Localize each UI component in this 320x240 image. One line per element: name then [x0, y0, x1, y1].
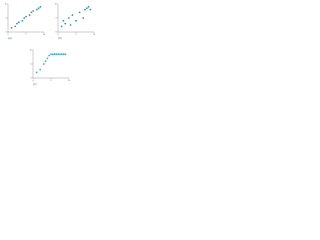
- y-tick-label: 0: [56, 32, 58, 34]
- point: [87, 5, 90, 8]
- y-tick-label: 5: [56, 18, 58, 20]
- y-tick-label: 5: [31, 64, 33, 66]
- point: [60, 53, 63, 56]
- point: [21, 19, 24, 22]
- point: [85, 7, 88, 10]
- y-tick-label: 0: [6, 32, 8, 34]
- x-tick-label: 10: [43, 34, 46, 36]
- point: [39, 5, 42, 8]
- point: [17, 21, 20, 24]
- point: [62, 53, 65, 56]
- point: [35, 8, 38, 11]
- y-tick-label: 0: [31, 78, 33, 80]
- point: [75, 19, 77, 22]
- point: [53, 53, 56, 56]
- y-tick-label: 10: [30, 50, 33, 52]
- point: [23, 17, 26, 19]
- point: [67, 17, 70, 19]
- point: [71, 14, 74, 17]
- x-tick-label: 5: [75, 34, 77, 36]
- x-tick-label: 0: [32, 80, 34, 82]
- point: [69, 24, 72, 26]
- point: [32, 10, 35, 12]
- point: [37, 7, 40, 10]
- point: [30, 11, 33, 14]
- point: [10, 26, 13, 29]
- caption: (c): [33, 82, 37, 86]
- point: [62, 19, 65, 22]
- x-tick-label: 5: [50, 80, 52, 82]
- point: [57, 53, 60, 56]
- point: [84, 8, 86, 11]
- y-tick-label: 5: [6, 18, 8, 20]
- caption: (a): [8, 36, 12, 40]
- x-tick-label: 0: [57, 34, 59, 36]
- point: [14, 25, 17, 28]
- point: [78, 11, 81, 14]
- point: [64, 53, 67, 56]
- point: [25, 15, 27, 18]
- caption: (b): [58, 36, 62, 40]
- point: [46, 57, 49, 60]
- point: [39, 68, 42, 71]
- point: [51, 53, 54, 56]
- y-tick-label: 10: [5, 4, 8, 6]
- x-tick-label: 0: [7, 34, 9, 36]
- point: [35, 71, 38, 74]
- point: [89, 8, 92, 11]
- point: [64, 22, 67, 25]
- point: [16, 22, 18, 25]
- point: [55, 53, 58, 56]
- point: [42, 63, 45, 65]
- point: [44, 60, 47, 63]
- point: [82, 17, 85, 19]
- point: [60, 25, 63, 28]
- y-tick-label: 10: [55, 4, 58, 6]
- x-tick-label: 10: [93, 34, 96, 36]
- point: [48, 54, 51, 57]
- point: [59, 53, 61, 56]
- x-tick-label: 5: [25, 34, 27, 36]
- point: [50, 53, 52, 56]
- point: [28, 14, 31, 17]
- x-tick-label: 10: [68, 80, 71, 82]
